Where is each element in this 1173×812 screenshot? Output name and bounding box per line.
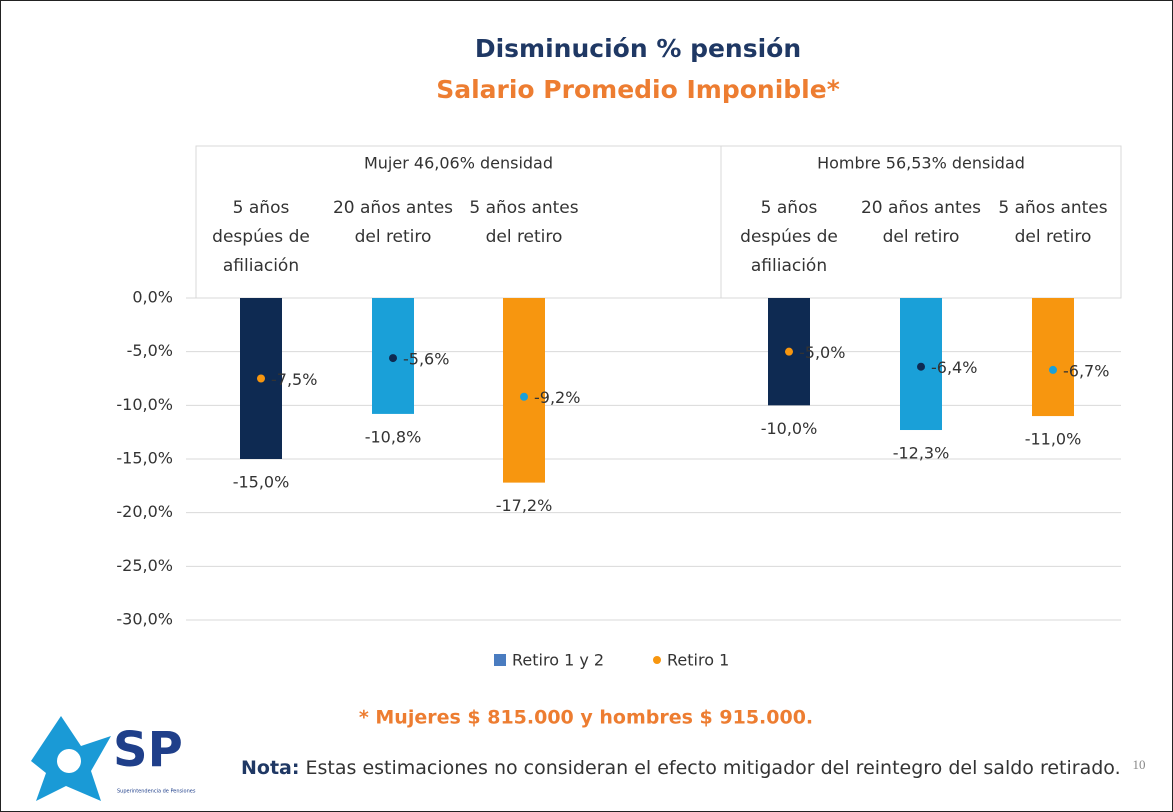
y-tick-label: -10,0% xyxy=(116,395,173,414)
category-label: 5 años antes del retiro xyxy=(469,198,579,247)
dot xyxy=(1049,365,1057,374)
y-tick-label: -15,0% xyxy=(116,449,173,468)
dot xyxy=(389,354,397,363)
legend-label: Retiro 1 y 2 xyxy=(512,651,604,670)
y-tick-label: -5,0% xyxy=(127,341,173,360)
dot xyxy=(257,374,265,383)
bar-value-label: -10,8% xyxy=(365,427,422,446)
footnote: * Mujeres $ 815.000 y hombres $ 915.000. xyxy=(359,707,813,729)
chart-title: Disminución % pensión xyxy=(475,34,801,63)
dot-value-label: -6,7% xyxy=(1063,361,1109,380)
bar-value-label: -10,0% xyxy=(761,419,818,438)
dot-value-label: -6,4% xyxy=(931,358,977,377)
category-label: 5 años antes del retiro xyxy=(998,198,1108,247)
bar xyxy=(1032,298,1074,417)
dot xyxy=(520,392,528,401)
chart-subtitle: Salario Promedio Imponible* xyxy=(436,75,840,104)
dot-value-label: -5,6% xyxy=(403,350,449,369)
legend-label: Retiro 1 xyxy=(667,651,729,670)
logo-caption: Superintendencia de Pensiones xyxy=(117,789,196,795)
category-label: 20 años antes del retiro xyxy=(332,198,454,247)
y-tick-label: 0,0% xyxy=(132,288,173,307)
y-tick-label: -25,0% xyxy=(116,556,173,575)
bar-value-label: -17,2% xyxy=(496,496,553,515)
note-text: Estas estimaciones no consideran el efec… xyxy=(305,757,1121,779)
bar-value-label: -11,0% xyxy=(1025,430,1082,449)
page-number: 10 xyxy=(1133,757,1146,772)
group-label: Mujer 46,06% densidad xyxy=(364,154,553,173)
y-tick-label: -20,0% xyxy=(116,502,173,521)
note: Nota: Estas estimaciones no consideran e… xyxy=(241,753,1141,783)
legend-swatch xyxy=(494,654,506,666)
category-label: 20 años antes del retiro xyxy=(860,198,982,247)
dot-value-label: -5,0% xyxy=(799,343,845,362)
legend: Retiro 1 y 2 Retiro 1 xyxy=(494,651,729,670)
group-label: Hombre 56,53% densidad xyxy=(817,154,1025,173)
note-label: Nota: xyxy=(241,757,300,779)
dot-value-label: -7,5% xyxy=(271,370,317,389)
dot xyxy=(917,362,925,371)
dot xyxy=(785,347,793,356)
category-label: 5 años despúes de afiliación xyxy=(740,198,838,276)
dot-value-label: -9,2% xyxy=(534,388,580,407)
bar xyxy=(503,298,545,483)
logo-initials: SP xyxy=(113,722,183,778)
logo-center xyxy=(57,749,81,773)
bar-value-label: -15,0% xyxy=(233,473,290,492)
y-tick-label: -30,0% xyxy=(116,610,173,629)
category-label: 5 años despúes de afiliación xyxy=(212,198,310,276)
legend-swatch xyxy=(653,656,661,664)
logo: SP Superintendencia de Pensiones xyxy=(31,716,196,801)
bar-value-label: -12,3% xyxy=(893,444,950,463)
